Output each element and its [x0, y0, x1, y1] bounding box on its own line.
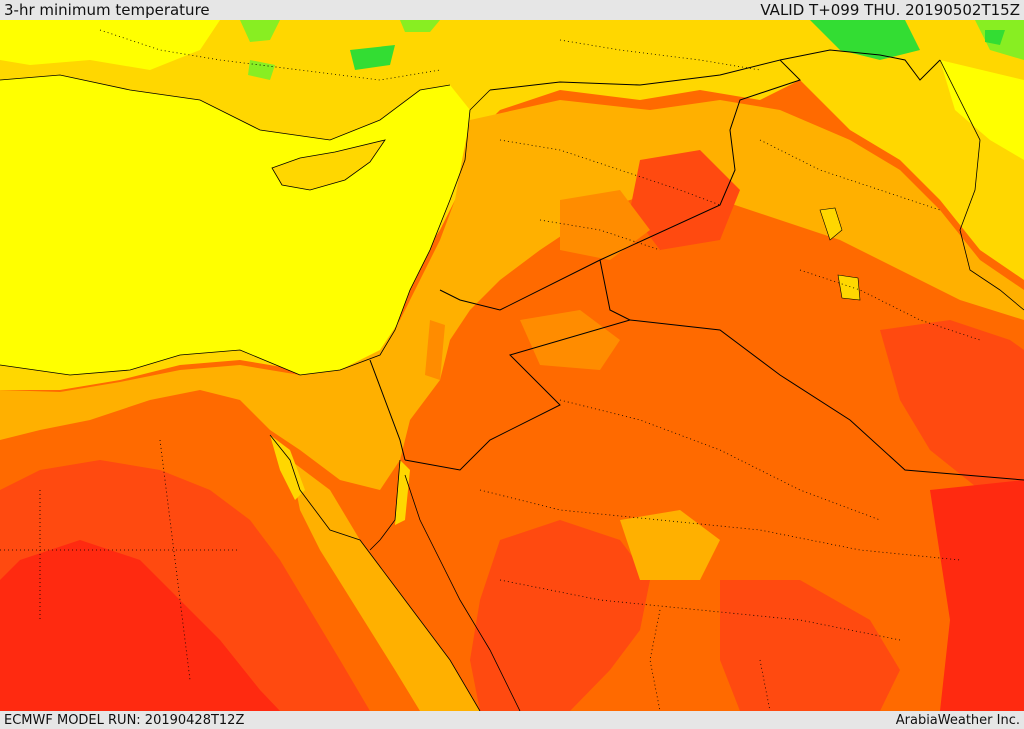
field-green-3 [350, 45, 395, 70]
border-egypt-israel [369, 359, 406, 461]
border-syria [439, 59, 801, 311]
field-green-4 [400, 20, 440, 32]
lake-1 [819, 207, 843, 241]
temperature-map[interactable] [0, 20, 1024, 711]
field-gulf-suez [270, 435, 305, 500]
coastline-red-sea-west [269, 434, 481, 711]
coastline-anatolia [0, 74, 451, 141]
border-turkey [779, 49, 941, 81]
field-orange-syria [560, 190, 650, 260]
field-yellow-ne [940, 60, 1024, 160]
credit-text: ArabiaWeather Inc. [895, 712, 1020, 728]
valid-time: VALID T+099 THU. 20190502T15Z [760, 1, 1020, 19]
border-jordan [404, 259, 632, 471]
cyprus-outline [271, 139, 386, 191]
footer-bar: ECMWF MODEL RUN: 20190428T12Z ArabiaWeat… [0, 711, 1024, 729]
map-canvas [0, 20, 1024, 711]
field-hot-najd [720, 580, 900, 711]
model-run: ECMWF MODEL RUN: 20190428T12Z [4, 712, 245, 728]
field-light-orange-saudi [620, 510, 720, 580]
field-hot-hejaz [470, 520, 650, 711]
field-green-1 [240, 20, 280, 42]
coastline-red-sea-east [369, 459, 521, 711]
field-green-5 [810, 20, 920, 60]
field-hot-kuwait [880, 320, 1024, 500]
field-green-7 [985, 30, 1005, 45]
lake-2 [837, 274, 861, 301]
field-hot-syria [630, 150, 740, 250]
field-red-sea [290, 460, 480, 711]
field-hottest-gulf [930, 480, 1024, 711]
field-orange-jordan [520, 310, 620, 370]
field-green-2 [248, 60, 275, 80]
map-title: 3-hr minimum temperature [4, 1, 210, 19]
field-hottest-egypt [0, 540, 280, 711]
field-yellow-nw [0, 20, 220, 70]
header-bar: 3-hr minimum temperature VALID T+099 THU… [0, 0, 1024, 20]
internal-boundaries [0, 29, 981, 711]
field-light-orange [0, 100, 1024, 490]
field-jordan-valley [425, 320, 445, 380]
coastline-gulf [939, 59, 1024, 311]
border-iraq-saudi [629, 319, 1024, 481]
coastline-levant [0, 89, 491, 376]
